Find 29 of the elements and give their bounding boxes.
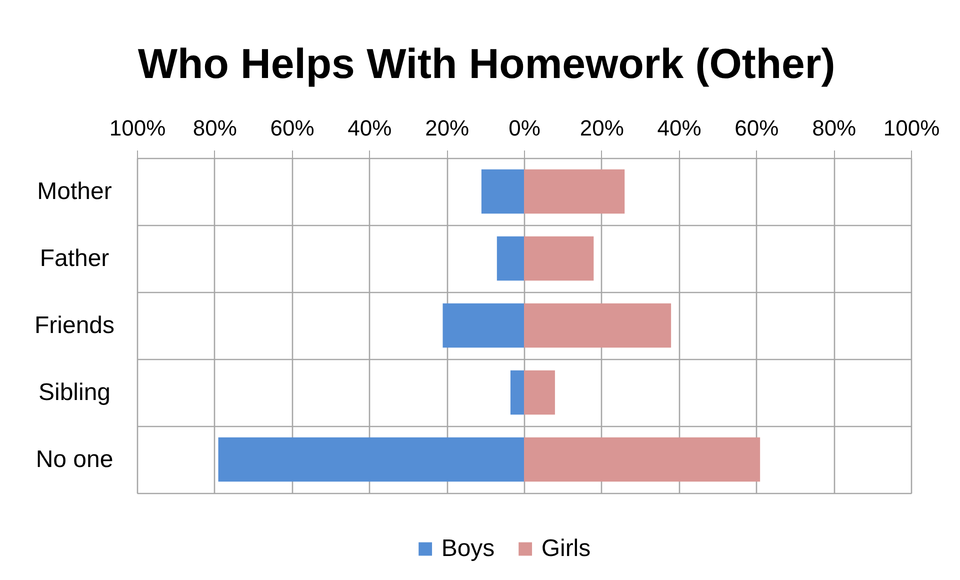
bar: [524, 303, 672, 348]
y-tick-label: No one: [36, 446, 114, 473]
x-tick-label: 60%: [270, 116, 314, 140]
bar: [524, 236, 594, 281]
y-tick-label: Sibling: [38, 379, 111, 406]
y-tick-label: Mother: [37, 178, 112, 205]
legend-label: Boys: [441, 535, 495, 562]
bar: [496, 236, 524, 281]
x-tick-label: 20%: [580, 116, 624, 140]
x-tick-label: 40%: [657, 116, 702, 140]
bar: [442, 303, 524, 348]
bar: [510, 370, 524, 415]
bar: [524, 169, 625, 214]
y-tick-label: Father: [40, 245, 110, 272]
x-tick-label: 80%: [192, 116, 237, 140]
y-tick-label: Friends: [34, 312, 115, 339]
x-tick-label: 80%: [812, 116, 856, 140]
x-tick-label: 100%: [109, 116, 166, 140]
bar: [481, 169, 524, 214]
x-tick-label: 40%: [348, 116, 392, 140]
chart-title: Who Helps With Homework (Other): [138, 40, 836, 87]
x-tick-label: 0%: [508, 116, 540, 140]
bar: [524, 370, 555, 415]
x-tick-label: 60%: [734, 116, 779, 140]
x-tick-label: 100%: [883, 116, 940, 140]
bar: [218, 437, 524, 482]
legend-label: Girls: [541, 535, 591, 562]
x-tick-label: 20%: [425, 116, 470, 140]
bar: [524, 437, 760, 482]
